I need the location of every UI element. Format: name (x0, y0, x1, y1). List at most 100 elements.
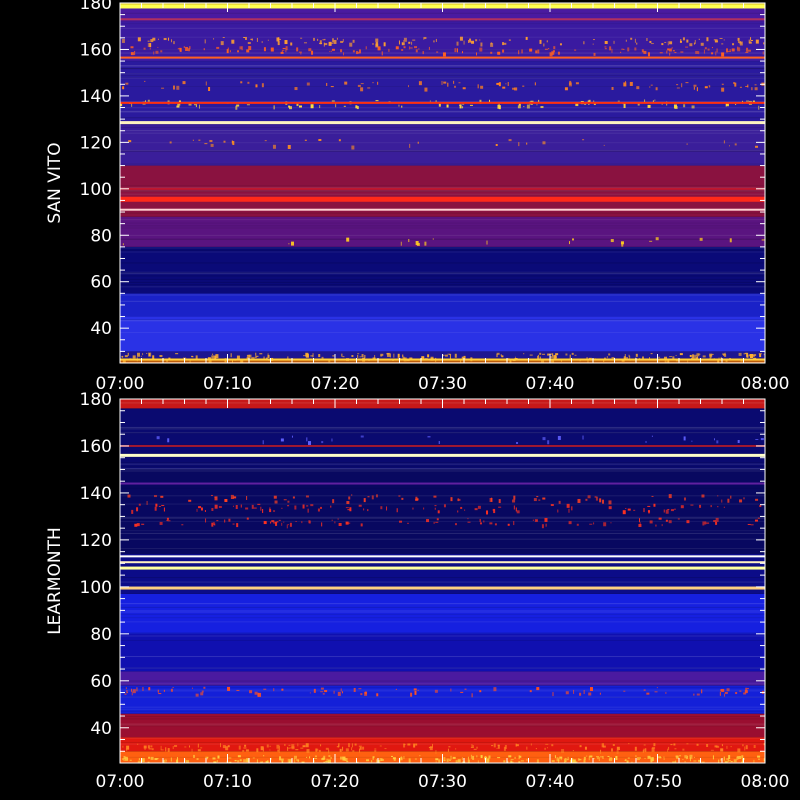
texture-streak (120, 86, 765, 88)
texture-streak (120, 621, 765, 623)
speckle-0 (550, 356, 554, 359)
speckle-1 (147, 745, 150, 749)
speckle-1 (448, 746, 451, 748)
speckle-4 (437, 510, 440, 514)
speckle-0 (185, 760, 189, 763)
speckle-3 (534, 519, 538, 523)
speckle-0 (240, 359, 244, 363)
speckle-5 (281, 50, 283, 53)
speckle-0 (305, 353, 309, 357)
speckle-4 (566, 503, 570, 508)
speckle-0 (328, 359, 331, 363)
speckle-5 (153, 495, 157, 498)
speckle-2 (583, 689, 585, 694)
speckle-6 (137, 37, 141, 42)
speckle-1 (497, 744, 500, 749)
speckle-0 (189, 358, 191, 363)
texture-streak (120, 538, 765, 540)
speckle-4 (294, 505, 297, 510)
speckle-4 (144, 80, 146, 82)
speckle-3 (337, 518, 339, 520)
speckle-1 (315, 748, 318, 752)
speckle-0 (488, 755, 491, 759)
speckle-4 (745, 85, 749, 87)
speckle-5 (558, 500, 561, 504)
speckle-3 (588, 103, 590, 105)
speckle-5 (518, 50, 520, 55)
speckle-6 (760, 438, 764, 441)
speckle-6 (750, 37, 752, 41)
speckle-3 (435, 100, 437, 104)
speckle-4 (122, 86, 125, 90)
speckle-1 (515, 744, 519, 747)
speckle-3 (295, 520, 297, 522)
speckle-6 (278, 37, 280, 42)
speckle-4 (670, 509, 674, 512)
speckle-5 (746, 47, 749, 52)
speckle-0 (526, 758, 528, 761)
speckle-0 (635, 755, 637, 758)
texture-streak (120, 73, 765, 75)
speckle-3 (319, 105, 321, 109)
speckle-4 (367, 509, 369, 512)
speckle-1 (278, 749, 280, 753)
speckle-4 (643, 508, 645, 513)
speckle-3 (593, 103, 596, 106)
speckle-5 (356, 51, 359, 55)
speckle-3 (459, 104, 462, 109)
speckle-2 (552, 692, 554, 697)
speckle-4 (667, 508, 670, 510)
speckle-5 (683, 497, 686, 501)
speckle-0 (372, 756, 374, 760)
speckle-5 (188, 499, 192, 502)
learmonth-axis-ticks (119, 398, 766, 763)
speckle-0 (230, 353, 232, 358)
speckle-3 (147, 99, 150, 102)
speckle-5 (497, 51, 501, 55)
speckle-1 (600, 749, 602, 754)
speckle-0 (566, 759, 569, 761)
texture-streak (120, 65, 765, 67)
speckle-2 (719, 691, 721, 696)
speckle-5 (229, 50, 231, 53)
speckle-0 (228, 757, 232, 759)
speckle-0 (148, 353, 150, 357)
speckle-4 (247, 81, 250, 84)
speckle-4 (676, 84, 679, 86)
speckle-3 (467, 521, 471, 523)
speckle-6 (592, 39, 595, 41)
speckle-5 (577, 498, 581, 503)
speckle-1 (197, 749, 201, 752)
speckle-0 (389, 353, 391, 358)
speckle-0 (724, 355, 727, 357)
speckle-6 (303, 42, 307, 44)
texture-streak (120, 428, 765, 430)
speckle-2 (158, 693, 162, 695)
x-tick-label-4: 07:40 (526, 772, 575, 792)
speckle-3 (704, 521, 707, 525)
speckle-0 (586, 755, 588, 757)
speckle-3 (246, 104, 250, 106)
texture-streak (120, 101, 765, 103)
speckle-4 (507, 82, 509, 87)
speckle-5 (305, 495, 309, 498)
speckle-4 (462, 87, 466, 90)
speckle-5 (189, 46, 191, 50)
speckle-1 (601, 743, 604, 748)
speckle-4 (345, 507, 349, 509)
speckle-0 (560, 757, 562, 761)
speckle-4 (320, 506, 323, 509)
speckle-6 (625, 39, 627, 42)
speckle-2 (125, 687, 127, 690)
speckle-3 (281, 522, 283, 526)
speckle-0 (712, 755, 714, 760)
texture-streak (120, 613, 765, 615)
speckle-3 (479, 518, 481, 522)
emission-line-3 (120, 187, 765, 190)
speckle-2 (263, 688, 267, 690)
speckle-5 (375, 494, 378, 498)
speckle-0 (736, 756, 739, 760)
speckle-2 (696, 693, 700, 696)
speckle-3 (436, 518, 439, 521)
